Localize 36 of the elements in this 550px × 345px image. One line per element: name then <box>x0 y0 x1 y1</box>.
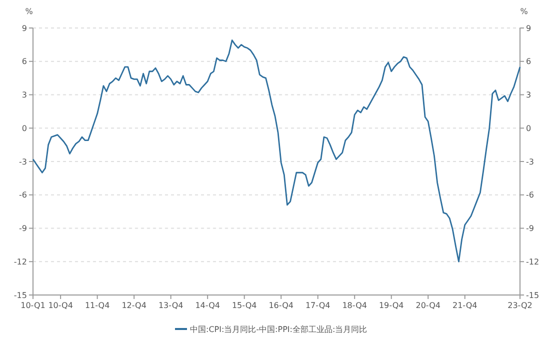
x-tick-label: 12-Q4 <box>122 301 146 310</box>
y-tick-label: -6 <box>19 190 27 200</box>
y2-tick-label: 0 <box>526 124 532 133</box>
legend-label: 中国:CPI:当月同比-中国:PPI:全部工业品:当月同比 <box>190 324 368 334</box>
x-tick-label: 10-Q1 <box>20 301 46 310</box>
y-tick-label: -3 <box>19 157 27 166</box>
y2-tick-label: -15 <box>526 290 540 300</box>
x-tick-label: 17-Q4 <box>305 301 330 310</box>
x-tick-label: 21-Q4 <box>452 301 478 310</box>
x-tick-label: 15-Q4 <box>232 301 257 310</box>
x-tick-label: 14-Q4 <box>195 301 220 310</box>
y-tick-label: 0 <box>22 124 27 133</box>
y-tick-label: 3 <box>22 90 27 100</box>
x-tick-label: 18-Q4 <box>342 301 367 310</box>
y-tick-label: -9 <box>19 224 27 234</box>
y-tick-label: -12 <box>14 257 27 266</box>
x-tick-label: 20-Q4 <box>416 301 440 310</box>
y2-tick-label: -9 <box>526 224 534 234</box>
x-tick-label: 11-Q4 <box>84 301 110 310</box>
y-axis-title: % <box>25 7 34 16</box>
x-tick-label: 23-Q2 <box>508 301 532 310</box>
y2-tick-label: 6 <box>526 57 532 66</box>
y-tick-label: 6 <box>22 57 27 66</box>
x-tick-label: 13-Q4 <box>158 301 184 310</box>
y2-axis-title: % <box>520 7 528 16</box>
line-series <box>32 40 521 262</box>
x-tick-label: 10-Q4 <box>48 301 73 310</box>
y2-tick-label: -12 <box>526 257 540 266</box>
x-tick-label: 16-Q4 <box>268 301 294 310</box>
y-tick-label: 9 <box>22 24 27 33</box>
y-tick-label: -15 <box>14 290 27 300</box>
x-tick-label: 19-Q4 <box>378 301 404 310</box>
y2-tick-label: -6 <box>526 190 534 200</box>
y2-tick-label: 3 <box>526 90 532 100</box>
y2-tick-label: -3 <box>526 157 534 166</box>
y2-tick-label: 9 <box>526 24 532 33</box>
